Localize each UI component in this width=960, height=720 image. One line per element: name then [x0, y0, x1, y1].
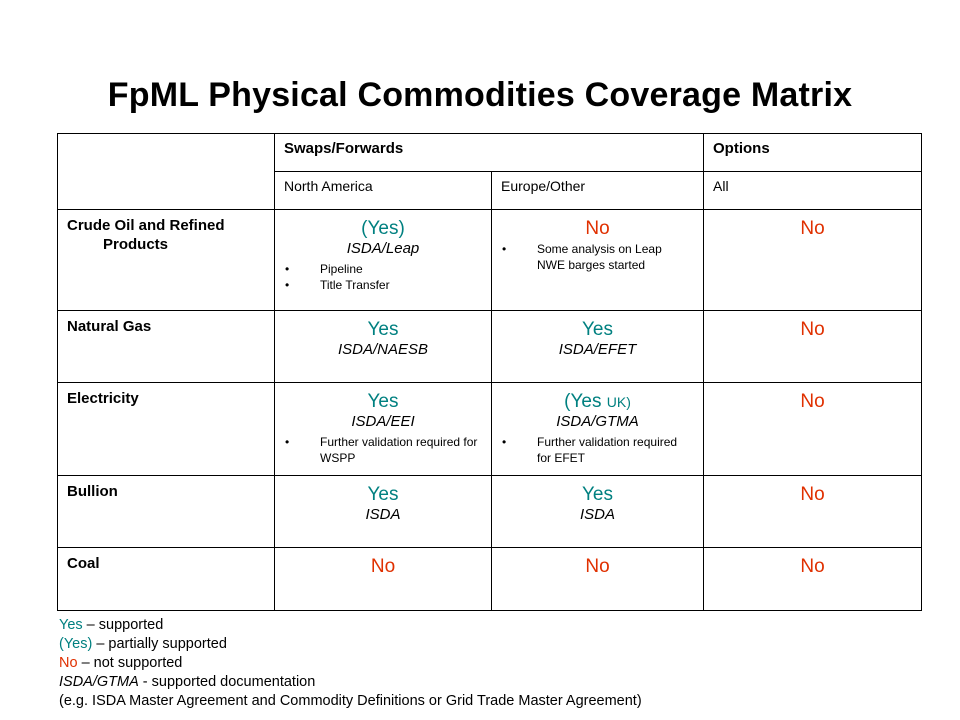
cell-gas-eu: Yes ISDA/EFET — [490, 310, 705, 383]
list-item: • Some analysis on Leap NWE barges starte… — [502, 242, 662, 272]
status-yes: Yes — [367, 319, 399, 340]
bullet-icon: • — [285, 262, 290, 276]
list-item: • Pipeline — [285, 262, 363, 276]
corner-cell — [57, 133, 275, 210]
coverage-matrix-table: Swaps/Forwards Options North America Eur… — [57, 133, 923, 611]
table-row: Electricity Yes ISDA/EEI • Further valida… — [57, 382, 923, 476]
documentation-label: ISDA/GTMA — [556, 413, 639, 430]
list-item: • Further validation required for EFET — [502, 435, 678, 465]
cell-coal-options: No — [703, 547, 923, 611]
status-no: No — [585, 218, 610, 239]
documentation-label: ISDA — [365, 506, 401, 523]
documentation-label: ISDA — [580, 506, 616, 523]
cell-bullion-options: No — [703, 475, 923, 548]
legend-example: (e.g. ISDA Master Agreement and Commodit… — [59, 693, 642, 709]
row-label-electricity: Electricity — [57, 382, 275, 476]
table-row: Crude Oil and Refined Products (Yes) ISD… — [57, 209, 923, 311]
status-yes: Yes — [367, 484, 399, 505]
notes-list: • Further validation required for EFET — [492, 434, 703, 466]
status-no: No — [800, 319, 825, 340]
bullet-icon: • — [285, 278, 290, 292]
page-title: FpML Physical Commodities Coverage Matri… — [107, 76, 853, 114]
cell-electricity-eu: (Yes UK) ISDA/GTMA • Further validation r… — [490, 382, 705, 476]
cell-gas-options: No — [703, 310, 923, 383]
cell-electricity-na: Yes ISDA/EEI • Further validation require… — [274, 382, 492, 476]
notes-list: • Pipeline • Title Transfer — [275, 261, 491, 293]
list-item: • Title Transfer — [285, 278, 390, 292]
cell-coal-na: No — [274, 547, 492, 611]
notes-list: • Further validation required for WSPP — [275, 434, 491, 466]
documentation-label: ISDA/Leap — [346, 240, 420, 257]
row-label-coal: Coal — [57, 547, 275, 611]
status-partial: (Yes) — [361, 218, 405, 239]
cell-bullion-eu: Yes ISDA — [490, 475, 705, 548]
bullet-icon: • — [285, 435, 290, 449]
status-yes: Yes — [582, 319, 613, 340]
subheader-north-america: North America — [274, 171, 492, 210]
header-swaps-forwards: Swaps/Forwards — [273, 133, 705, 172]
legend-not-supported: No – not supported — [59, 655, 183, 671]
status-no: No — [800, 391, 825, 412]
cell-bullion-na: Yes ISDA — [274, 475, 492, 548]
cell-crude-eu: No • Some analysis on Leap NWE barges sta… — [490, 209, 705, 311]
subheader-europe-other: Europe/Other — [490, 171, 705, 210]
legend-supported: Yes – supported — [59, 617, 164, 633]
cell-crude-na: (Yes) ISDA/Leap • Pipeline • Title Transfe… — [274, 209, 492, 311]
cell-crude-options: No — [703, 209, 923, 311]
cell-electricity-options: No — [703, 382, 923, 476]
status-yes: Yes — [367, 391, 399, 412]
status-no: No — [800, 484, 825, 505]
row-label-bullion: Bullion — [57, 475, 275, 548]
bullet-icon: • — [502, 435, 507, 449]
documentation-label: ISDA/NAESB — [337, 341, 429, 358]
documentation-label: ISDA/EEI — [351, 413, 415, 430]
legend-documentation: ISDA/GTMA - supported documentation — [59, 674, 316, 690]
status-partial: (Yes UK) — [564, 391, 631, 412]
legend-partially-supported: (Yes) – partially supported — [59, 636, 227, 652]
status-no: No — [800, 556, 825, 577]
legend: Yes – supported (Yes) – partially suppor… — [59, 616, 642, 711]
status-yes: Yes — [582, 484, 613, 505]
status-no: No — [370, 556, 396, 577]
table-row: Bullion Yes ISDA Yes ISDA No — [57, 475, 923, 548]
notes-list: • Some analysis on Leap NWE barges starte… — [492, 241, 703, 273]
cell-coal-eu: No — [490, 547, 705, 611]
row-label-crude-oil: Crude Oil and Refined Products — [57, 209, 275, 311]
header-options: Options — [703, 133, 923, 172]
subheader-all: All — [703, 171, 923, 210]
bullet-icon: • — [502, 242, 507, 256]
row-label-natural-gas: Natural Gas — [57, 310, 275, 383]
status-no: No — [800, 218, 825, 239]
documentation-label: ISDA/EFET — [558, 341, 637, 358]
status-no: No — [585, 556, 610, 577]
table-row: Coal No No No — [57, 547, 923, 611]
list-item: • Further validation required for WSPP — [285, 435, 478, 465]
table-row: Natural Gas Yes ISDA/NAESB Yes ISDA/EFET… — [57, 310, 923, 383]
cell-gas-na: Yes ISDA/NAESB — [274, 310, 492, 383]
